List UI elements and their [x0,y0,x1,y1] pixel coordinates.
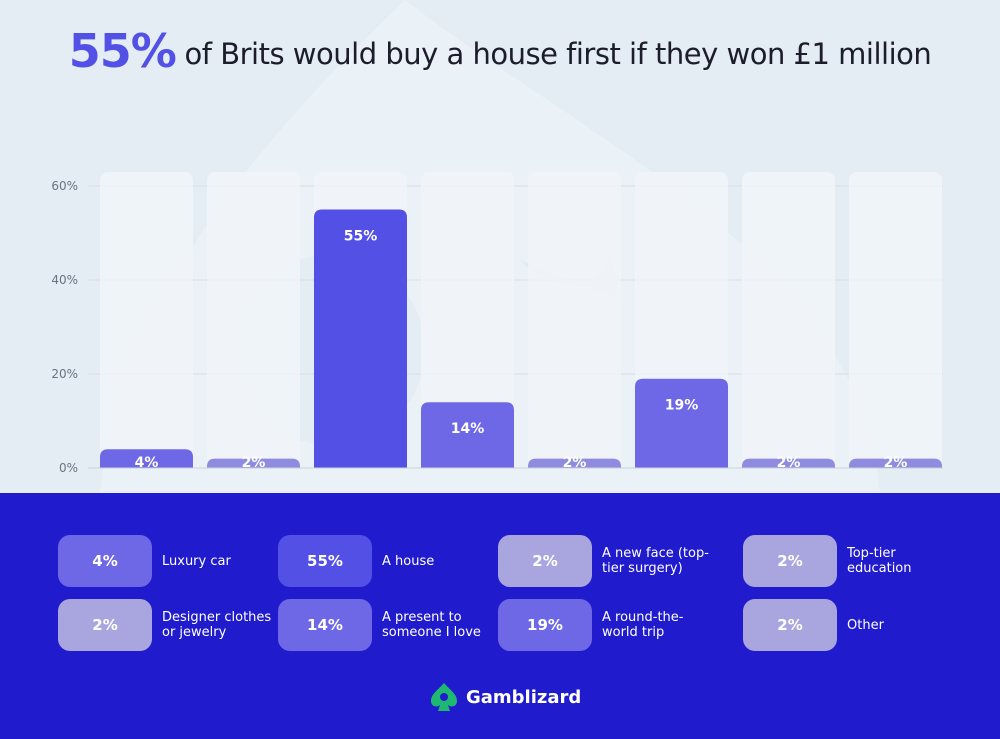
legend-item: 4% Luxury car [58,535,278,587]
legend-label: Designer clothes or jewelry [162,610,272,640]
gamblizard-logo-icon [431,683,457,711]
legend-badge: 2% [743,535,837,587]
page-title: 55% of Brits would buy a house first if … [60,28,940,74]
bar [207,458,300,468]
legend-item: 14% A present to someone I love [278,599,498,651]
y-tick-label: 20% [51,367,78,381]
bar-data-label: 4% [135,455,159,471]
legend-item: 2% Top-tier education [743,535,963,587]
bar [528,458,621,468]
legend-badge: 55% [278,535,372,587]
bar-data-label: 55% [344,229,378,245]
legend-badge: 2% [58,599,152,651]
legend-item: 55% A house [278,535,498,587]
legend-item: 2% Designer clothes or jewelry [58,599,278,651]
bar-data-label: 2% [242,455,266,471]
y-tick-label: 0% [59,461,78,475]
bar [635,378,728,468]
legend-label: Luxury car [162,553,231,569]
chart-panel: 55% of Brits would buy a house first if … [51,28,943,475]
title-text: of Brits would buy a house first if they… [184,37,932,71]
brand: Gamblizard [430,682,581,712]
bar-data-label: 19% [665,398,699,414]
legend-badge: 19% [498,599,592,651]
bar [100,449,193,468]
bar [742,458,835,468]
legend-label: A present to someone I love [382,610,481,640]
bar [421,402,514,468]
legend-badge: 4% [58,535,152,587]
bar-track [207,172,300,468]
bar-track [528,172,621,468]
legend-item: 19% A round-the-world trip [498,599,718,651]
legend-badge: 2% [498,535,592,587]
bar-data-label: 2% [777,455,801,471]
title-highlight: 55% [68,24,177,78]
legend-item: 2% A new face (top-tier surgery) [498,535,718,587]
brand-name: Gamblizard [466,686,582,708]
bar-data-label: 14% [451,421,485,437]
legend-item: 2% Other [743,599,963,651]
bar-data-label: 2% [563,455,587,471]
bar-track [849,172,942,468]
bar [849,458,942,468]
legend-label: Other [847,617,884,633]
y-tick-label: 60% [51,179,78,193]
bar-chart: 0% 20% 40% 60% 4% 2% 55% 14% 2% 19% 2% 2% [51,172,943,475]
bar [314,209,407,468]
legend-label: A house [382,553,435,569]
bar-track [421,172,514,468]
legend-panel: 4% Luxury car 55% A house 2% A new face (top-… [0,493,1000,739]
legend-badge: 2% [743,599,837,651]
legend-badge: 14% [278,599,372,651]
legend-label: A round-the-world trip [602,610,684,640]
legend-label: Top-tier education [847,546,912,576]
legend-label: A new face (top-tier surgery) [602,546,709,576]
y-tick-label: 40% [51,273,78,287]
bar-track [100,172,193,468]
bar-track [742,172,835,468]
bar-data-label: 2% [884,455,908,471]
